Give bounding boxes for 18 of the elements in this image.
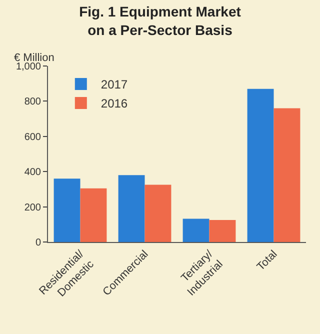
legend-label: 2016: [100, 96, 128, 111]
y-tick-label: 600: [24, 132, 42, 143]
bar: [209, 220, 236, 242]
bar: [144, 184, 172, 242]
chart-title: Fig. 1 Equipment Market on a Per-Sector Basis: [79, 4, 242, 38]
y-tick-label: 1,000: [16, 62, 42, 72]
bar: [80, 188, 107, 242]
y-axis-title: € Million: [14, 52, 54, 64]
y-tick-label: 800: [24, 96, 42, 108]
y-tick-label: 0: [35, 238, 42, 248]
y-tick-label: 400: [24, 167, 42, 178]
y-tick-label: 200: [24, 202, 42, 214]
bar: [182, 218, 210, 242]
legend-label: 2017: [100, 78, 128, 92]
bar: [118, 175, 145, 242]
bar: [274, 108, 300, 242]
bar: [247, 88, 274, 242]
bar: [54, 178, 80, 242]
